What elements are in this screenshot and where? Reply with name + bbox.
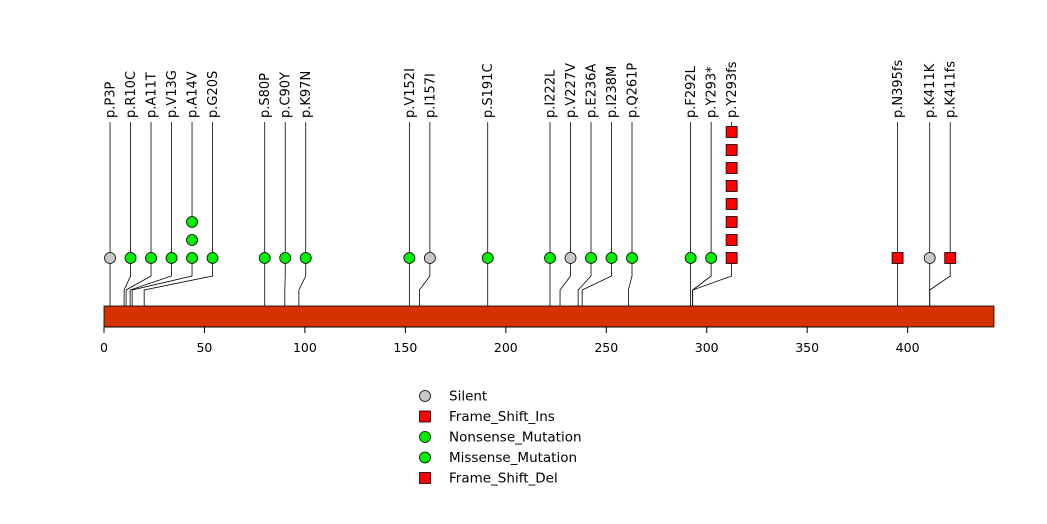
mutation-label: p.V227V [564, 63, 579, 118]
mutation-stem [129, 258, 172, 306]
mutation-marker [725, 234, 738, 246]
mutation-label: p.I157I [423, 73, 438, 118]
mutation-label: p.R10C [124, 71, 139, 118]
mutation-marker [725, 144, 738, 156]
mutation-label: p.A11T [145, 72, 160, 118]
mutation-marker [944, 252, 957, 264]
legend-swatch [419, 472, 431, 484]
mutation-marker [725, 252, 738, 264]
mutation-stem [692, 258, 733, 306]
mutation-marker [725, 216, 738, 228]
mutation-marker [206, 252, 219, 264]
mutation-marker [299, 252, 312, 264]
mutation-label: p.N395fs [891, 60, 906, 118]
mutation-label: p.Q261P [626, 63, 641, 118]
x-tick-label: 150 [393, 340, 417, 355]
mutation-marker [481, 252, 494, 264]
mutation-stem [131, 258, 193, 306]
mutation-label: p.A14V [186, 71, 201, 118]
x-tick-label: 300 [695, 340, 719, 355]
mutation-marker [124, 252, 137, 264]
x-tick-label: 350 [795, 340, 819, 355]
mutation-marker [725, 198, 738, 210]
mutation-stem [559, 258, 571, 306]
mutation-label: p.P3P [104, 82, 119, 118]
mutation-marker [186, 252, 198, 264]
mutation-label: p.I222L [544, 69, 559, 118]
mutation-marker [923, 252, 936, 264]
mutation-label: p.K97N [299, 71, 314, 118]
mutation-label: p.V152I [403, 68, 418, 118]
mutation-stem [581, 258, 612, 306]
mutation-marker [564, 252, 577, 264]
x-tick-label: 0 [100, 340, 108, 355]
mutation-marker [279, 252, 292, 264]
mutation-marker [186, 216, 198, 228]
legend-swatch [419, 410, 431, 423]
mutation-label: p.S80P [258, 73, 273, 118]
legend-swatch [419, 451, 431, 464]
protein-domain-bar [103, 305, 995, 328]
legend-swatch [419, 431, 431, 443]
mutation-label: p.F292L [684, 65, 699, 118]
legend-label: Silent [449, 389, 487, 405]
mutation-marker [423, 252, 436, 264]
mutation-marker [725, 162, 738, 174]
x-tick-label: 50 [196, 340, 212, 355]
mutation-labels: p.P3P p.R10C p.A11T p.V13G p.A14V p.G20S p.S80… [104, 60, 959, 118]
mutation-label: p.Y293fs [725, 61, 740, 118]
mutation-label: p.I238M [605, 66, 620, 118]
mutation-marker [705, 252, 718, 264]
mutation-marker [626, 252, 638, 264]
mutation-stem [298, 258, 307, 306]
mutation-marker [186, 234, 198, 246]
legend-label: Frame_Shift_Ins [449, 409, 555, 425]
mutation-label: p.K411K [923, 63, 938, 118]
mutation-marker [403, 252, 416, 264]
mutation-label: p.C90Y [279, 72, 294, 118]
mutation-label: p.G20S [206, 71, 221, 118]
legend-label: Nonsense_Mutation [449, 430, 582, 446]
mutation-marker [585, 252, 597, 264]
mutation-stem [143, 258, 213, 306]
mutation-marker [104, 252, 116, 264]
mutation-stem [123, 258, 131, 306]
x-tick-label: 400 [896, 340, 920, 355]
x-tick-label: 100 [293, 340, 317, 355]
mutation-stem [125, 258, 152, 306]
mutation-stem [577, 258, 592, 306]
mutation-stem [692, 258, 712, 306]
mutation-marker [145, 252, 157, 264]
legend: Silent Frame_Shift_Ins Nonsense_Mutation Mi… [419, 389, 582, 487]
legend-label: Missense_Mutation [449, 450, 577, 466]
mutation-label: p.K411fs [944, 61, 959, 118]
mutation-marker [891, 252, 904, 264]
mutation-marker [605, 252, 618, 264]
mutation-label: p.E236A [585, 64, 600, 118]
mutation-marker [684, 252, 697, 264]
mutation-label: p.Y293* [705, 66, 720, 118]
markers-layer [104, 126, 957, 264]
mutation-marker [258, 252, 271, 264]
x-axis: 0 50 100 150 200 250 300 350 400 [100, 326, 920, 355]
mutation-marker [725, 126, 738, 138]
mutation-marker [725, 180, 738, 192]
mutation-marker [165, 252, 178, 264]
legend-label: Frame_Shift_Del [449, 471, 558, 487]
mutation-stem [627, 258, 633, 306]
x-tick-label: 200 [494, 340, 518, 355]
stems-layer [109, 122, 951, 306]
x-tick-label: 250 [594, 340, 618, 355]
mutation-marker [544, 252, 556, 264]
mutation-stem [419, 258, 431, 306]
mutation-stem [929, 258, 951, 306]
legend-swatch [419, 390, 431, 402]
mutation-label: p.V13G [165, 70, 180, 118]
mutation-label: p.S191C [481, 63, 496, 118]
